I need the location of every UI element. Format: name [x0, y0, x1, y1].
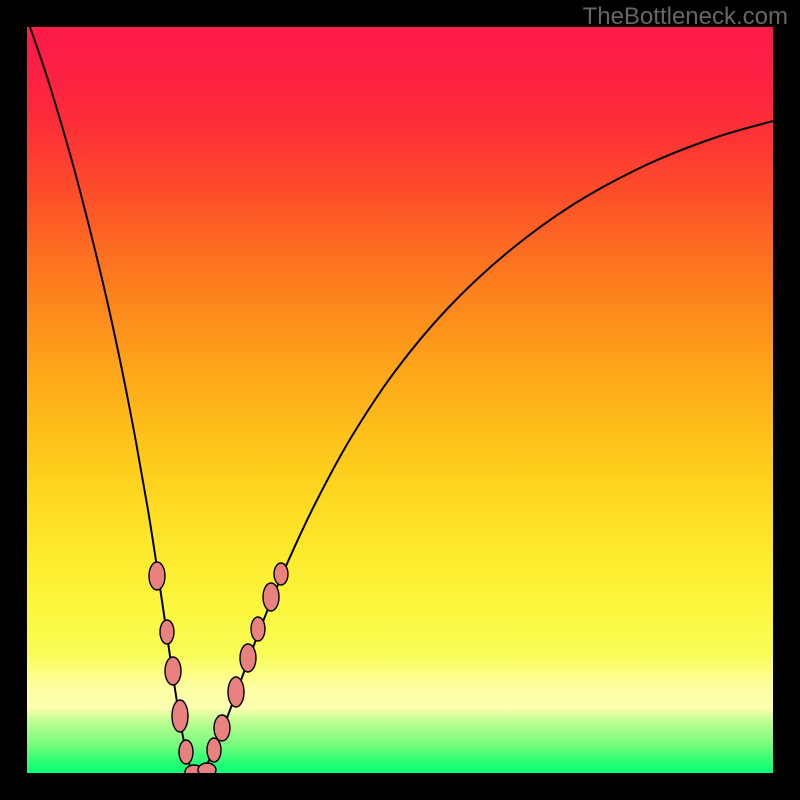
right-branch-markers-marker-0	[207, 738, 221, 762]
left-branch-markers-marker-0	[149, 562, 165, 590]
left-branch-markers-marker-3	[172, 700, 188, 732]
left-branch-markers-marker-2	[165, 657, 181, 685]
bottleneck-chart-container: TheBottleneck.com	[0, 0, 800, 800]
watermark-text: TheBottleneck.com	[583, 3, 788, 30]
bottleneck-chart-svg: TheBottleneck.com	[0, 0, 800, 800]
right-branch-markers-marker-5	[263, 583, 279, 611]
right-branch-markers-marker-6	[274, 563, 288, 585]
plot-background-gradient	[27, 27, 773, 773]
left-branch-markers-marker-4	[179, 740, 193, 764]
right-branch-markers-marker-3	[240, 644, 256, 672]
right-branch-markers-marker-2	[228, 677, 244, 707]
left-branch-markers-marker-1	[160, 620, 174, 644]
right-branch-markers-marker-1	[214, 715, 230, 741]
right-branch-markers-marker-4	[251, 617, 265, 641]
